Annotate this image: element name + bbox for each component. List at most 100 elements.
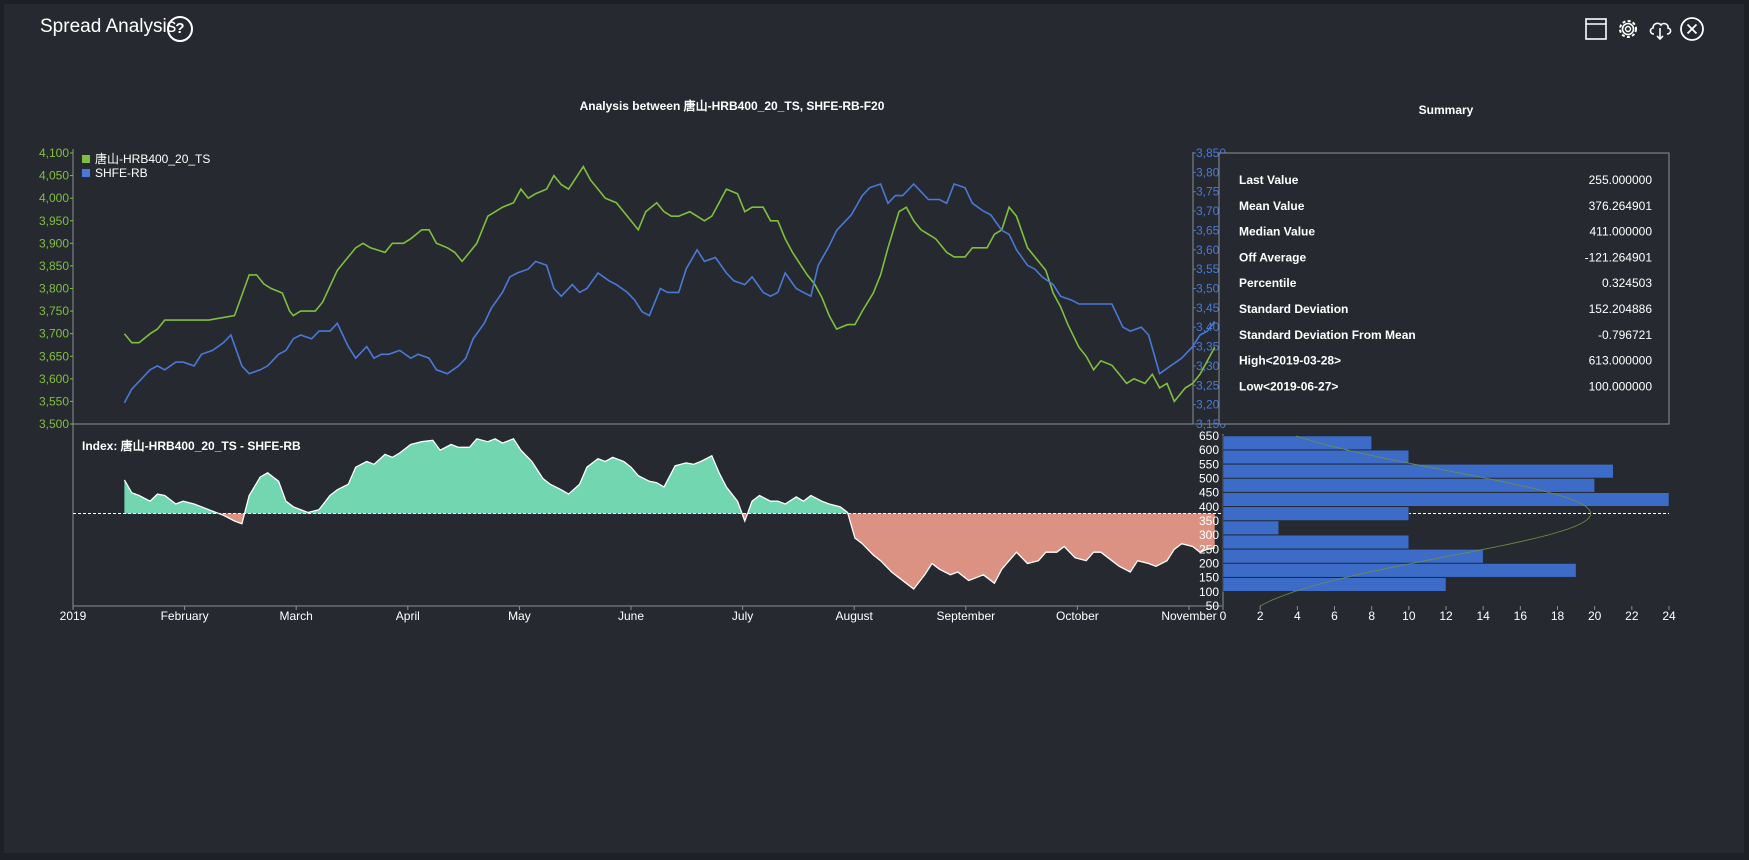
- x-tick-label: 2019: [60, 609, 87, 623]
- left-tick-label: 3,800: [39, 282, 69, 296]
- index-chart-title: Index: 唐山-HRB400_20_TS - SHFE-RB: [82, 438, 301, 453]
- series-line-1: [123, 165, 1216, 403]
- index-line: [123, 438, 1215, 590]
- histogram-bar: [1222, 435, 1372, 450]
- summary-label: Low<2019-06-27>: [1239, 379, 1338, 393]
- histogram-y-tick-label: 600: [1199, 443, 1219, 457]
- summary-label: Last Value: [1239, 173, 1299, 187]
- histogram-x-tick-label: 0: [1220, 609, 1227, 623]
- help-button[interactable]: ?: [167, 16, 193, 42]
- x-tick-label: October: [1056, 609, 1099, 623]
- x-tick-label: May: [508, 609, 531, 623]
- histogram-y-tick-label: 300: [1199, 528, 1219, 542]
- legend-label-series2: SHFE-RB: [95, 166, 148, 180]
- histogram-bar: [1222, 520, 1279, 535]
- summary-label: Mean Value: [1239, 199, 1305, 213]
- histogram-bar: [1222, 478, 1595, 493]
- histogram-bar: [1222, 577, 1447, 592]
- close-icon[interactable]: [1679, 16, 1705, 42]
- summary-label: Percentile: [1239, 276, 1297, 290]
- x-tick-label: November: [1161, 609, 1216, 623]
- left-tick-label: 4,050: [39, 169, 69, 183]
- x-tick-label: April: [396, 609, 420, 623]
- x-tick-label: August: [836, 609, 874, 623]
- histogram-y-tick-label: 50: [1206, 599, 1220, 613]
- histogram-x-tick-label: 12: [1439, 609, 1453, 623]
- series-line-2: [123, 182, 1216, 404]
- summary-value: 376.264901: [1589, 199, 1653, 213]
- histogram-y-tick-label: 400: [1199, 500, 1219, 514]
- histogram-y-tick-label: 250: [1199, 542, 1219, 556]
- summary-value: 0.324503: [1602, 276, 1652, 290]
- histogram-bar: [1222, 449, 1410, 465]
- left-tick-label: 3,900: [39, 236, 69, 250]
- left-tick-label: 4,100: [39, 146, 69, 160]
- histogram-y-tick-label: 500: [1199, 472, 1219, 486]
- histogram-x-tick-label: 14: [1476, 609, 1490, 623]
- left-tick-label: 3,750: [39, 304, 69, 318]
- normal-curve: [1259, 435, 1592, 607]
- histogram-bar: [1222, 464, 1614, 479]
- histogram-x-tick-label: 10: [1402, 609, 1416, 623]
- summary-label: Median Value: [1239, 225, 1315, 239]
- summary-title: Summary: [1419, 103, 1474, 117]
- histogram-x-tick-label: 24: [1662, 609, 1676, 623]
- histogram-bar: [1222, 549, 1484, 564]
- window-icon[interactable]: [1583, 16, 1609, 42]
- left-tick-label: 3,500: [39, 417, 69, 431]
- histogram-x-tick-label: 8: [1368, 609, 1375, 623]
- x-tick-label: February: [161, 609, 209, 623]
- histogram-y-tick-label: 200: [1199, 557, 1219, 571]
- histogram-x-tick-label: 20: [1588, 609, 1602, 623]
- left-tick-label: 3,600: [39, 372, 69, 386]
- summary-value: 613.000000: [1589, 354, 1653, 368]
- histogram-y-tick-label: 150: [1199, 571, 1219, 585]
- x-tick-label: September: [936, 609, 995, 623]
- legend-swatch-series1: [82, 155, 90, 163]
- page-title: Spread Analysis: [40, 16, 177, 37]
- summary-label: Standard Deviation From Mean: [1239, 328, 1416, 342]
- histogram-bar: [1222, 534, 1410, 550]
- chart-title: Analysis between 唐山-HRB400_20_TS, SHFE-R…: [580, 98, 885, 113]
- summary-value: 152.204886: [1589, 302, 1653, 316]
- histogram-bar: [1222, 492, 1670, 507]
- x-tick-label: March: [280, 609, 313, 623]
- histogram-x-tick-label: 6: [1331, 609, 1338, 623]
- summary-table: [1218, 152, 1670, 425]
- spread-analysis-panel: [4, 4, 1744, 853]
- summary-label: High<2019-03-28>: [1239, 354, 1341, 368]
- summary-value: -0.796721: [1598, 328, 1652, 342]
- histogram-x-tick-label: 18: [1551, 609, 1565, 623]
- histogram-y-tick-label: 550: [1199, 457, 1219, 471]
- histogram-x-tick-label: 16: [1514, 609, 1528, 623]
- left-tick-label: 3,950: [39, 214, 69, 228]
- cloud-download-icon[interactable]: [1647, 16, 1673, 42]
- gear-icon[interactable]: [1615, 16, 1641, 42]
- legend-label-series1: 唐山-HRB400_20_TS: [95, 151, 210, 166]
- histogram-y-tick-label: 650: [1199, 429, 1219, 443]
- summary-label: Off Average: [1239, 250, 1306, 264]
- x-tick-label: June: [618, 609, 644, 623]
- left-tick-label: 4,000: [39, 191, 69, 205]
- left-tick-label: 3,650: [39, 349, 69, 363]
- histogram-y-tick-label: 350: [1199, 514, 1219, 528]
- legend-swatch-series2: [82, 169, 90, 177]
- histogram-bar: [1222, 563, 1577, 578]
- index-positive-area: [124, 438, 1215, 514]
- summary-value: 100.000000: [1589, 379, 1653, 393]
- histogram-y-tick-label: 100: [1199, 585, 1219, 599]
- x-tick-label: July: [732, 609, 753, 623]
- left-tick-label: 3,550: [39, 394, 69, 408]
- histogram-bar: [1222, 506, 1410, 521]
- summary-label: Standard Deviation: [1239, 302, 1348, 316]
- summary-value: 255.000000: [1589, 173, 1653, 187]
- summary-value: 411.000000: [1589, 225, 1652, 239]
- histogram-y-tick-label: 450: [1199, 486, 1219, 500]
- histogram-x-tick-label: 22: [1625, 609, 1639, 623]
- index-negative-area: [218, 513, 1215, 589]
- summary-value: -121.264901: [1585, 250, 1653, 264]
- left-tick-label: 3,850: [39, 259, 69, 273]
- histogram-x-tick-label: 4: [1294, 609, 1301, 623]
- left-tick-label: 3,700: [39, 327, 69, 341]
